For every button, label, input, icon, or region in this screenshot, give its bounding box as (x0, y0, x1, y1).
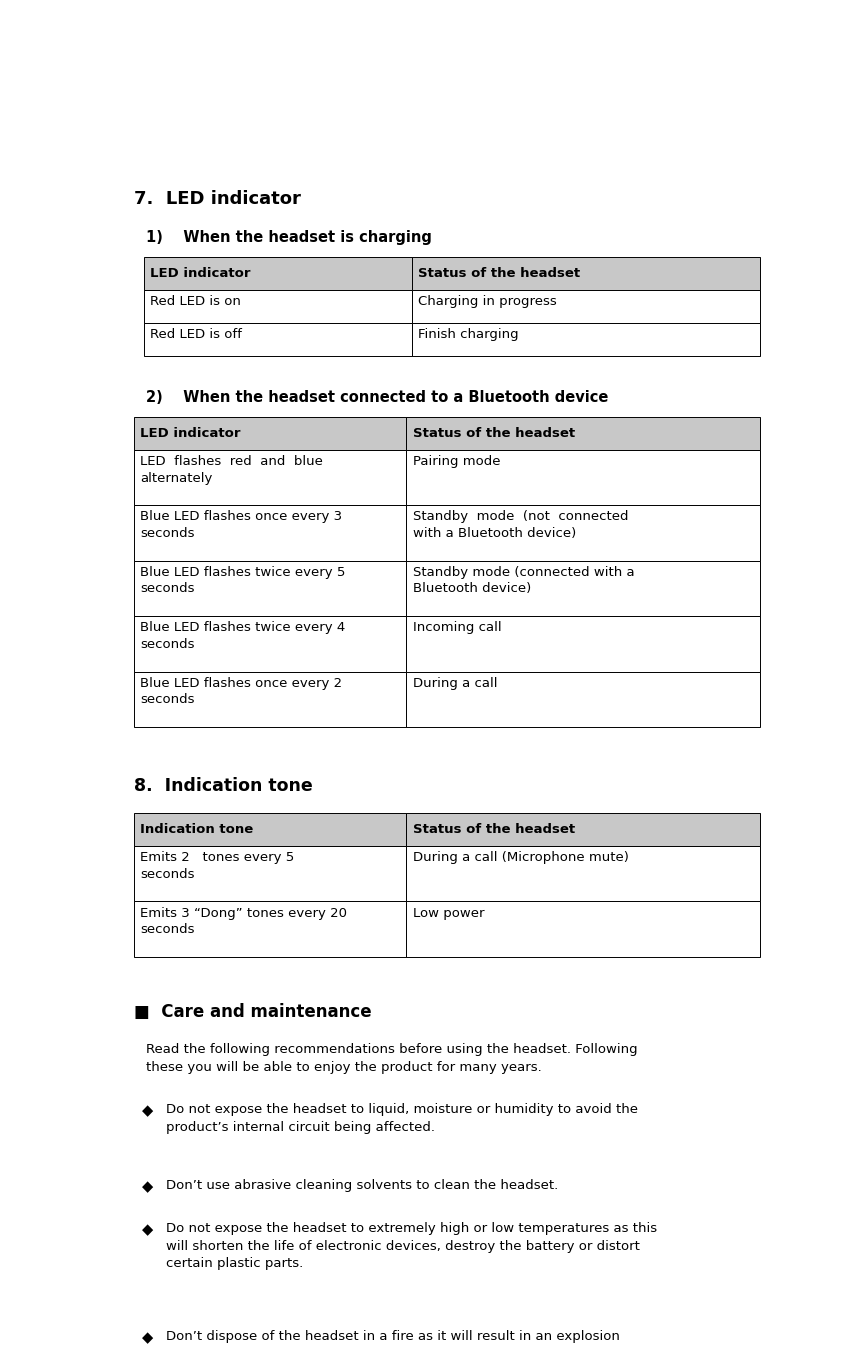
Text: Pairing mode: Pairing mode (413, 455, 500, 467)
Bar (133, 506, 406, 561)
Text: 2)    When the headset connected to a Bluetooth device: 2) When the headset connected to a Bluet… (145, 390, 608, 405)
Text: 7.  LED indicator: 7. LED indicator (133, 190, 300, 208)
Bar (133, 450, 406, 506)
Bar (133, 901, 406, 957)
Text: Incoming call: Incoming call (413, 621, 502, 635)
Text: Don’t dispose of the headset in a fire as it will result in an explosion: Don’t dispose of the headset in a fire a… (166, 1330, 619, 1344)
Text: ◆: ◆ (142, 1180, 153, 1195)
Bar (412, 257, 759, 291)
Text: Blue LED flashes once every 3
seconds: Blue LED flashes once every 3 seconds (140, 511, 343, 540)
Bar (406, 417, 759, 450)
Bar (406, 845, 759, 901)
Bar (144, 323, 412, 356)
Bar (406, 813, 759, 845)
Text: Blue LED flashes twice every 4
seconds: Blue LED flashes twice every 4 seconds (140, 621, 345, 651)
Text: LED indicator: LED indicator (151, 268, 251, 280)
Text: ■  Care and maintenance: ■ Care and maintenance (133, 1003, 371, 1021)
Bar (412, 323, 759, 356)
Text: 8.  Indication tone: 8. Indication tone (133, 777, 312, 795)
Bar (133, 813, 406, 845)
Text: Red LED is on: Red LED is on (151, 295, 241, 308)
Text: ◆: ◆ (142, 1330, 153, 1345)
Bar (406, 671, 759, 727)
Bar (133, 845, 406, 901)
Text: Emits 3 “Dong” tones every 20
seconds: Emits 3 “Dong” tones every 20 seconds (140, 906, 348, 936)
Text: Blue LED flashes twice every 5
seconds: Blue LED flashes twice every 5 seconds (140, 565, 346, 595)
Text: Status of the headset: Status of the headset (419, 268, 580, 280)
Text: During a call (Microphone mute): During a call (Microphone mute) (413, 851, 629, 864)
Bar (133, 417, 406, 450)
Text: Do not expose the headset to liquid, moisture or humidity to avoid the
product’s: Do not expose the headset to liquid, moi… (166, 1104, 638, 1133)
Text: ◆: ◆ (142, 1222, 153, 1237)
Text: During a call: During a call (413, 677, 497, 690)
Text: Finish charging: Finish charging (419, 329, 519, 341)
Text: Charging in progress: Charging in progress (419, 295, 557, 308)
Text: ◆: ◆ (142, 1104, 153, 1118)
Bar (406, 901, 759, 957)
Bar (133, 561, 406, 616)
Bar (144, 291, 412, 323)
Bar (144, 257, 412, 291)
Text: Don’t use abrasive cleaning solvents to clean the headset.: Don’t use abrasive cleaning solvents to … (166, 1180, 558, 1192)
Bar (412, 291, 759, 323)
Text: Blue LED flashes once every 2
seconds: Blue LED flashes once every 2 seconds (140, 677, 343, 707)
Bar (133, 671, 406, 727)
Bar (406, 616, 759, 671)
Text: Emits 2   tones every 5
seconds: Emits 2 tones every 5 seconds (140, 851, 295, 881)
Text: Red LED is off: Red LED is off (151, 329, 242, 341)
Text: LED  flashes  red  and  blue
alternately: LED flashes red and blue alternately (140, 455, 324, 485)
Bar (406, 450, 759, 506)
Bar (406, 506, 759, 561)
Text: Status of the headset: Status of the headset (413, 824, 575, 836)
Text: Indication tone: Indication tone (140, 824, 253, 836)
Text: Status of the headset: Status of the headset (413, 427, 575, 440)
Text: 1)    When the headset is charging: 1) When the headset is charging (145, 230, 432, 245)
Bar (133, 616, 406, 671)
Text: Read the following recommendations before using the headset. Following
these you: Read the following recommendations befor… (145, 1042, 638, 1074)
Text: Low power: Low power (413, 906, 484, 920)
Text: Standby mode (connected with a
Bluetooth device): Standby mode (connected with a Bluetooth… (413, 565, 634, 595)
Bar (406, 561, 759, 616)
Text: LED indicator: LED indicator (140, 427, 240, 440)
Text: Do not expose the headset to extremely high or low temperatures as this
will sho: Do not expose the headset to extremely h… (166, 1222, 657, 1271)
Text: Standby  mode  (not  connected
with a Bluetooth device): Standby mode (not connected with a Bluet… (413, 511, 628, 540)
